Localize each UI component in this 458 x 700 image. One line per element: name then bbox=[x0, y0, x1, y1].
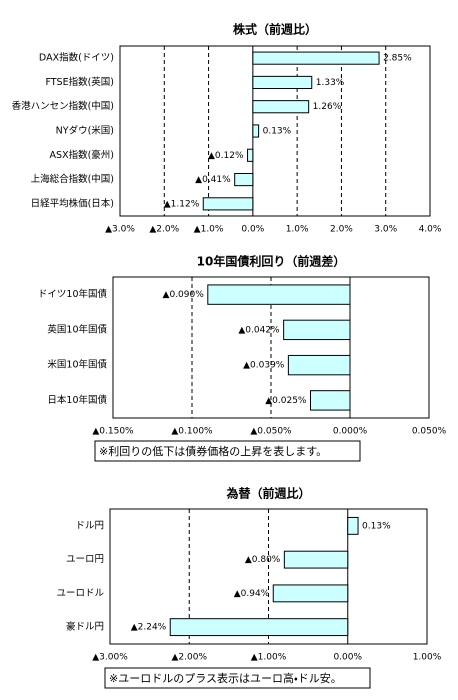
value-label: ▲0.039% bbox=[243, 361, 285, 371]
value-label: 1.33% bbox=[316, 78, 345, 88]
bar bbox=[347, 516, 359, 535]
x-tick-label: 0.00% bbox=[333, 653, 362, 663]
plot-border bbox=[119, 45, 431, 217]
bar bbox=[252, 51, 380, 65]
bar bbox=[252, 124, 260, 138]
chart-title: 10年国債利回り（前週差） bbox=[197, 254, 346, 269]
value-label: ▲0.042% bbox=[238, 325, 280, 335]
value-label: ▲0.090% bbox=[163, 290, 205, 300]
plot-border bbox=[112, 276, 430, 419]
x-tick-label: 0.000% bbox=[333, 427, 368, 437]
value-label: ▲1.12% bbox=[164, 199, 200, 209]
x-tick-label: ▲1.0% bbox=[194, 225, 224, 235]
bar bbox=[252, 100, 310, 114]
category-label: 上海総合指数(中国) bbox=[31, 173, 114, 185]
x-tick-label: ▲0.050% bbox=[250, 427, 292, 437]
chart-title: 為替（前週比） bbox=[226, 486, 310, 501]
value-label: 0.13% bbox=[263, 127, 292, 137]
bar bbox=[169, 618, 349, 637]
value-label: 1.26% bbox=[313, 102, 342, 112]
note-box bbox=[104, 667, 371, 689]
category-label: 豪ドル円 bbox=[66, 621, 104, 633]
bar bbox=[207, 284, 351, 305]
x-tick-label: ▲2.00% bbox=[171, 653, 207, 663]
note: ※利回りの低下は債券価格の上昇を表します。 bbox=[99, 444, 327, 458]
bar bbox=[202, 197, 254, 211]
x-tick-label: 2.0% bbox=[330, 225, 353, 235]
x-tick-label: 1.0% bbox=[286, 225, 309, 235]
x-tick-label: 4.0% bbox=[419, 225, 442, 235]
category-label: 日経平均株価(日本) bbox=[31, 197, 114, 209]
bar bbox=[252, 75, 313, 89]
category-label: DAX指数(ドイツ) bbox=[39, 52, 114, 64]
bar bbox=[283, 550, 349, 569]
value-label: ▲0.41% bbox=[195, 175, 231, 185]
chart-title: 株式（前週比） bbox=[233, 22, 317, 37]
category-label: ASX指数(豪州) bbox=[50, 149, 114, 161]
note-box bbox=[94, 440, 361, 462]
value-label: ▲0.025% bbox=[265, 396, 307, 406]
bar bbox=[234, 173, 254, 187]
bar bbox=[247, 148, 254, 162]
x-tick-label: ▲3.00% bbox=[92, 653, 128, 663]
category-label: ユーロ円 bbox=[66, 554, 104, 565]
bar bbox=[283, 319, 351, 341]
bar bbox=[287, 354, 351, 376]
x-tick-label: 0.0% bbox=[241, 225, 264, 235]
value-label: ▲0.94% bbox=[234, 589, 270, 599]
plot-border bbox=[109, 508, 428, 645]
category-label: 日本10年国債 bbox=[47, 394, 107, 406]
category-label: ドル円 bbox=[75, 520, 104, 531]
note: ※ユーロドルのプラス表示はユーロ高・ドル安。 bbox=[109, 671, 342, 685]
x-tick-label: ▲2.0% bbox=[149, 225, 179, 235]
x-tick-label: ▲1.00% bbox=[251, 653, 287, 663]
category-label: ユーロドル bbox=[56, 588, 104, 599]
x-tick-label: 1.00% bbox=[413, 653, 442, 663]
value-label: 0.13% bbox=[362, 521, 391, 531]
category-label: 米国10年国債 bbox=[47, 359, 107, 371]
category-label: 英国10年国債 bbox=[47, 323, 107, 335]
x-tick-label: ▲0.150% bbox=[92, 427, 134, 437]
bar bbox=[272, 584, 349, 603]
plot-area bbox=[120, 46, 430, 216]
value-label: ▲2.24% bbox=[131, 623, 167, 633]
category-label: 香港ハンセン指数(中国) bbox=[12, 100, 114, 112]
category-label: ドイツ10年国債 bbox=[38, 288, 108, 300]
value-label: 2.85% bbox=[383, 54, 412, 64]
bar bbox=[310, 390, 351, 411]
category-label: FTSE指数(英国) bbox=[45, 76, 114, 88]
x-tick-label: 3.0% bbox=[374, 225, 397, 235]
x-tick-label: ▲3.0% bbox=[105, 225, 135, 235]
x-tick-label: ▲0.100% bbox=[171, 427, 213, 437]
value-label: ▲0.12% bbox=[208, 151, 244, 161]
x-tick-label: 0.050% bbox=[412, 427, 447, 437]
value-label: ▲0.80% bbox=[245, 555, 281, 565]
category-label: NYダウ(米国) bbox=[56, 125, 114, 137]
